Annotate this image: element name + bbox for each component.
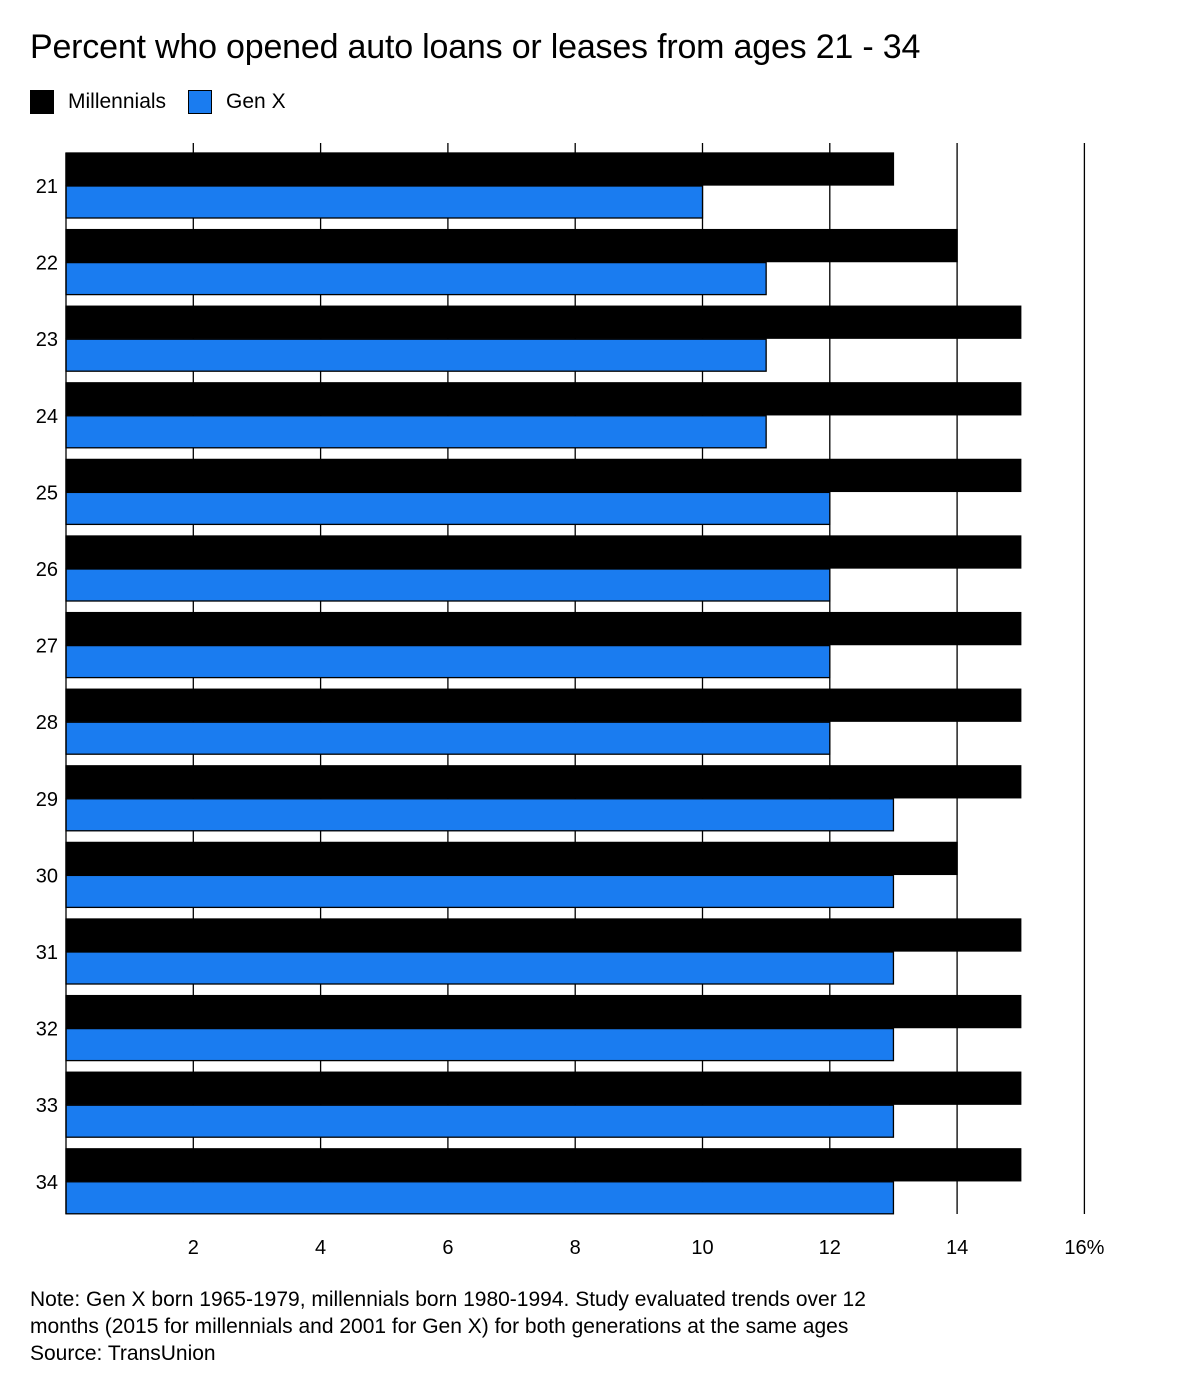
legend-swatch-gen-x	[188, 90, 213, 114]
bar-millennials-26	[65, 535, 1022, 569]
note-line-2: months (2015 for millennials and 2001 fo…	[30, 1315, 849, 1338]
bar-millennials-34	[65, 1148, 1022, 1182]
category-label-34: 34	[36, 1172, 58, 1194]
x-tick-label-6: 6	[442, 1237, 453, 1259]
legend: Millennials Gen X	[30, 90, 308, 114]
note-line-1: Note: Gen X born 1965-1979, millennials …	[30, 1288, 866, 1311]
bar-millennials-31	[65, 918, 1022, 952]
x-tick-label-14: 14	[946, 1237, 968, 1259]
bar-gen-x-29	[65, 798, 895, 832]
category-label-22: 22	[36, 253, 58, 275]
bar-millennials-23	[65, 305, 1022, 339]
source-line: Source: TransUnion	[30, 1342, 216, 1365]
legend-item-gen-x: Gen X	[188, 90, 286, 114]
bar-millennials-28	[65, 688, 1022, 722]
category-label-33: 33	[36, 1095, 58, 1117]
category-label-25: 25	[36, 482, 58, 504]
bar-millennials-32	[65, 994, 1022, 1029]
category-label-29: 29	[36, 789, 58, 811]
bar-gen-x-24	[65, 415, 767, 449]
bar-gen-x-30	[65, 874, 895, 909]
bar-gen-x-25	[65, 491, 831, 526]
legend-label-gen-x: Gen X	[226, 90, 286, 113]
chart-notes: Note: Gen X born 1965-1979, millennials …	[30, 1286, 1180, 1367]
category-label-30: 30	[36, 865, 58, 887]
chart-title: Percent who opened auto loans or leases …	[30, 28, 921, 66]
bar-gen-x-22	[65, 261, 767, 296]
bar-millennials-25	[65, 458, 1022, 493]
x-tick-label-12: 12	[819, 1237, 841, 1259]
x-tick-label-4: 4	[315, 1237, 326, 1259]
category-label-21: 21	[36, 176, 58, 198]
category-label-32: 32	[36, 1019, 58, 1041]
x-tick-label-16: 16%	[1064, 1237, 1104, 1259]
bar-gen-x-28	[65, 721, 831, 755]
bar-millennials-24	[65, 382, 1022, 416]
bar-gen-x-21	[65, 185, 704, 219]
x-tick-label-10: 10	[691, 1237, 713, 1259]
bar-millennials-22	[65, 228, 958, 263]
bar-gen-x-23	[65, 338, 767, 372]
bar-millennials-30	[65, 841, 958, 876]
bar-gen-x-27	[65, 644, 831, 679]
category-label-23: 23	[36, 329, 58, 351]
category-label-31: 31	[36, 942, 58, 964]
category-label-24: 24	[36, 406, 58, 428]
bar-gen-x-33	[65, 1104, 895, 1138]
bar-gen-x-26	[65, 568, 831, 602]
category-label-27: 27	[36, 636, 58, 658]
x-tick-label-8: 8	[570, 1237, 581, 1259]
legend-label-millennials: Millennials	[68, 90, 167, 113]
category-label-28: 28	[36, 712, 58, 734]
bar-millennials-33	[65, 1071, 1022, 1105]
x-tick-label-2: 2	[188, 1237, 199, 1259]
category-label-26: 26	[36, 559, 58, 581]
bar-gen-x-34	[65, 1181, 895, 1215]
legend-item-millennials: Millennials	[30, 90, 166, 114]
bar-millennials-21	[65, 152, 895, 186]
legend-swatch-millennials	[30, 90, 54, 114]
bar-millennials-29	[65, 765, 1022, 799]
bar-gen-x-32	[65, 1027, 895, 1062]
bar-gen-x-31	[65, 951, 895, 985]
bar-millennials-27	[65, 611, 1022, 646]
